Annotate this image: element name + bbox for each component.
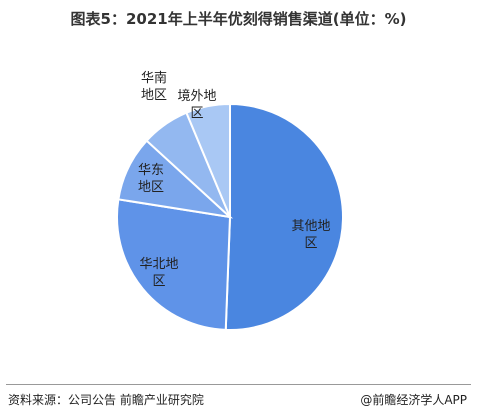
source-note: 资料来源：公司公告 前瞻产业研究院 — [8, 393, 204, 407]
divider — [6, 384, 471, 385]
pie-slice — [224, 102, 344, 331]
slice-label: 境外地区 — [177, 89, 217, 121]
pie-slice — [185, 102, 231, 218]
slice-label: 华东地区 — [137, 163, 164, 195]
brand-note: @前瞻经济学人APP — [360, 393, 467, 407]
pie-slice — [116, 198, 232, 331]
chart-title: 图表5：2021年上半年优刻得销售渠道(单位：%) — [70, 10, 407, 28]
slice-label: 华南地区 — [140, 71, 167, 103]
slice-label: 华北地区 — [139, 257, 179, 289]
chart — [116, 102, 344, 331]
slice-label: 其他地区 — [291, 219, 331, 251]
